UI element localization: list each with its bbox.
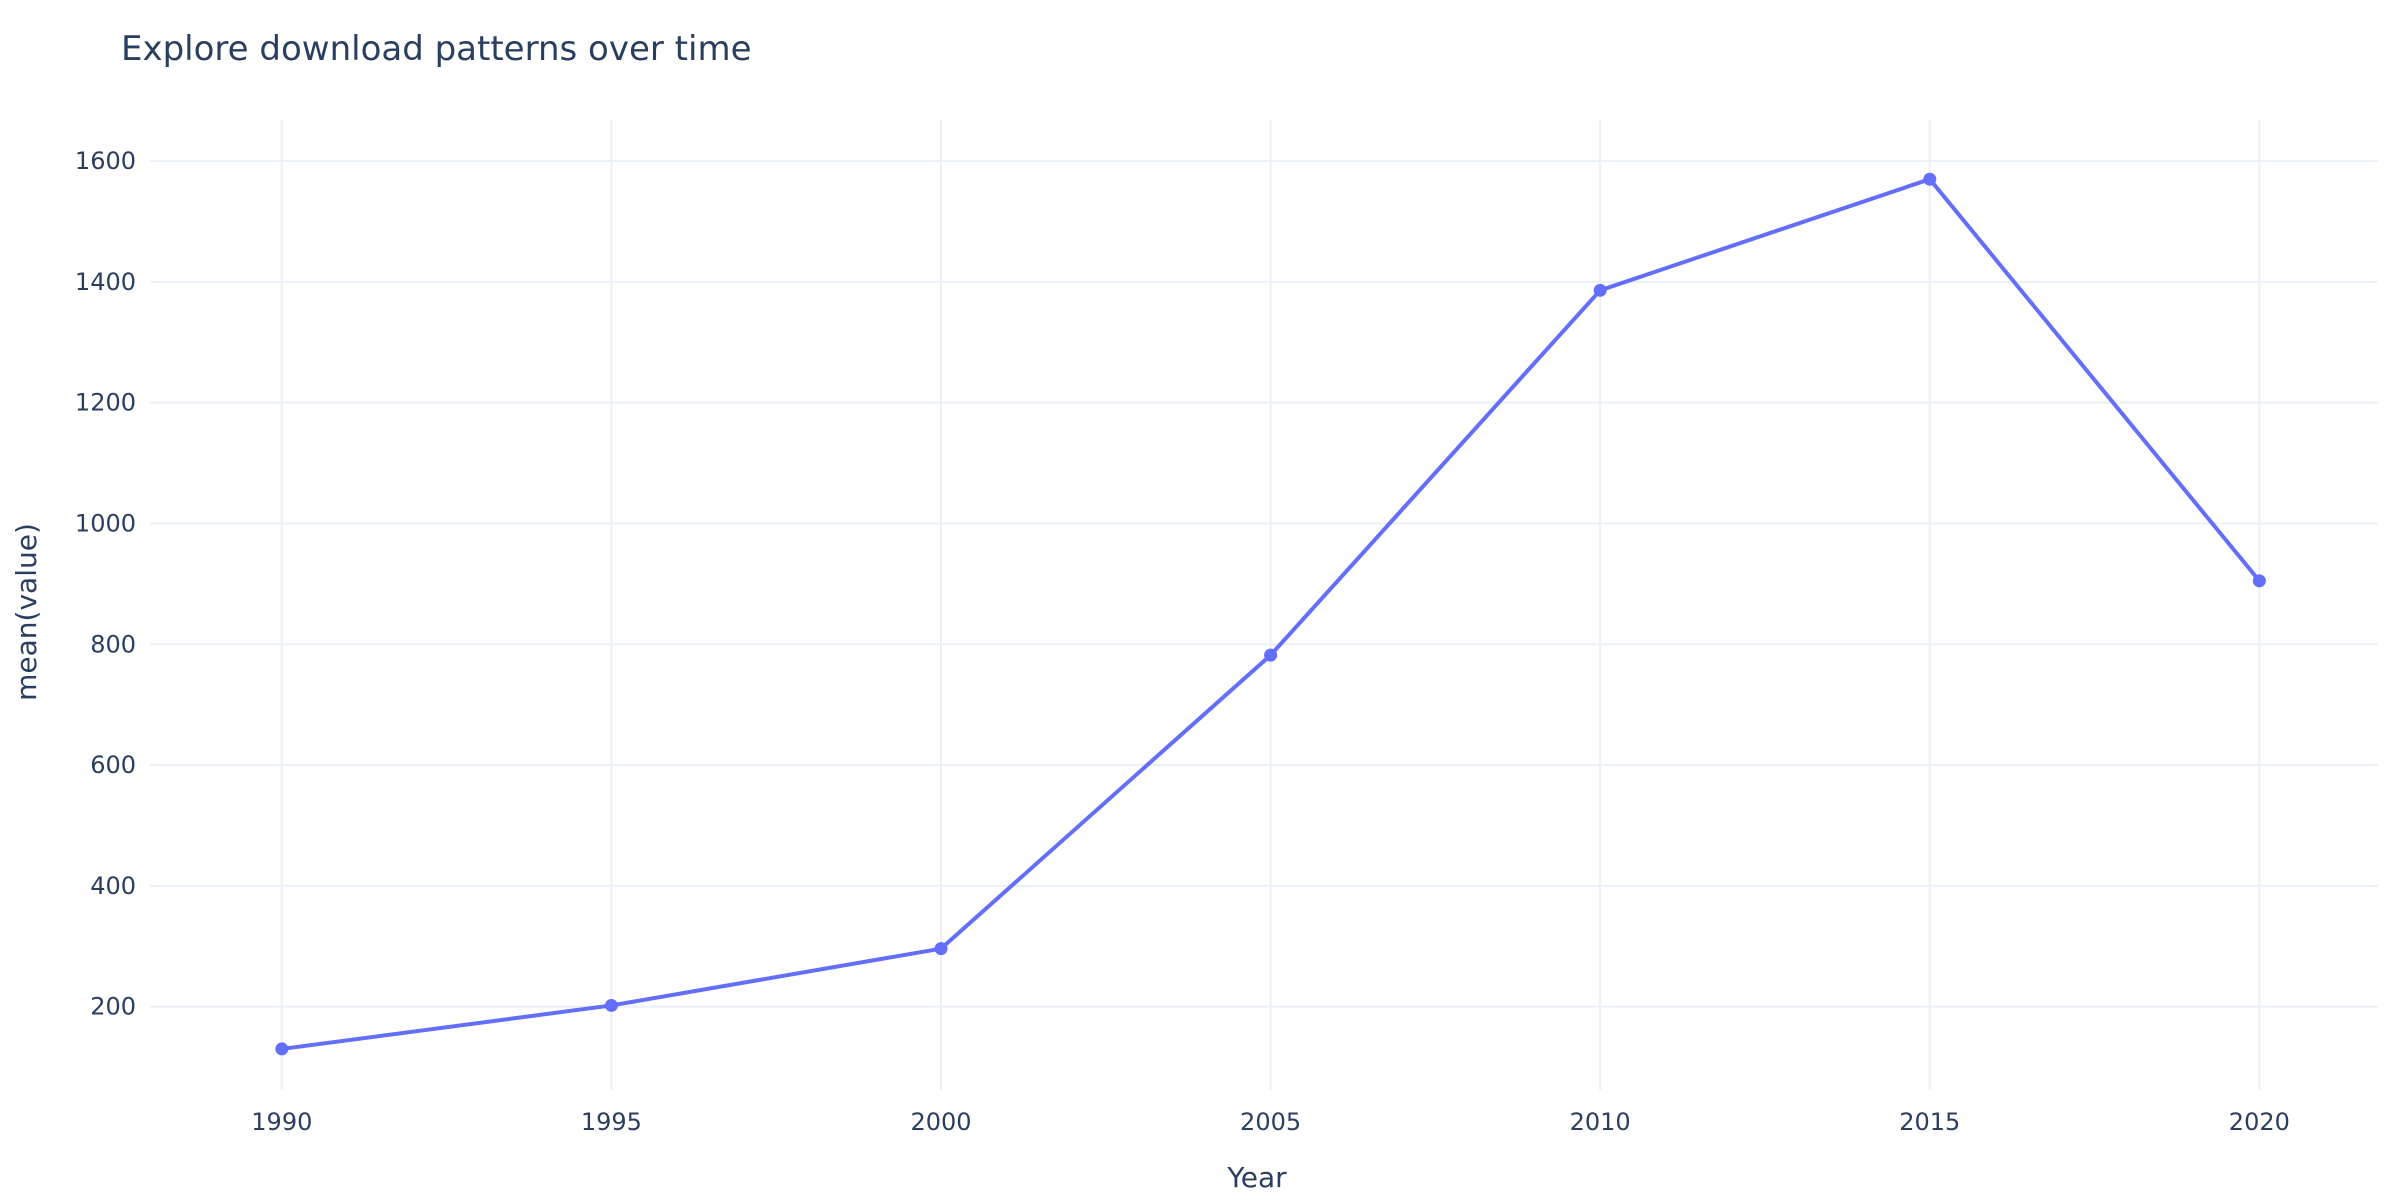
y-tick-label: 200 (90, 993, 136, 1021)
x-axis-title: Year (1226, 1161, 1287, 1194)
x-tick-label: 2020 (2229, 1108, 2290, 1136)
data-point[interactable] (275, 1042, 289, 1056)
data-point[interactable] (604, 998, 618, 1012)
x-tick-label: 2005 (1240, 1108, 1301, 1136)
data-point[interactable] (1593, 283, 1607, 297)
y-tick-label: 1600 (75, 147, 136, 175)
y-tick-label: 400 (90, 872, 136, 900)
x-axis-ticks: 1990 1995 2000 2005 2010 2015 2020 (251, 1108, 2290, 1136)
data-point[interactable] (1923, 172, 1937, 186)
data-point[interactable] (1264, 648, 1278, 662)
y-tick-label: 800 (90, 630, 136, 658)
x-tick-label: 2000 (910, 1108, 971, 1136)
grid (150, 120, 2378, 1090)
y-tick-label: 1000 (75, 509, 136, 537)
y-tick-label: 1200 (75, 389, 136, 417)
data-point[interactable] (2252, 574, 2266, 588)
x-tick-label: 2010 (1570, 1108, 1631, 1136)
y-axis-ticks: 200 400 600 800 1000 1200 1400 1600 (75, 147, 136, 1021)
x-tick-label: 1990 (251, 1108, 312, 1136)
y-tick-label: 600 (90, 751, 136, 779)
x-tick-label: 1995 (581, 1108, 642, 1136)
x-tick-label: 2015 (1899, 1108, 1960, 1136)
series-layer (275, 172, 2266, 1056)
chart-title: Explore download patterns over time (121, 29, 752, 69)
y-axis-title: mean(value) (10, 523, 43, 701)
data-point[interactable] (934, 942, 948, 956)
y-tick-label: 1400 (75, 268, 136, 296)
